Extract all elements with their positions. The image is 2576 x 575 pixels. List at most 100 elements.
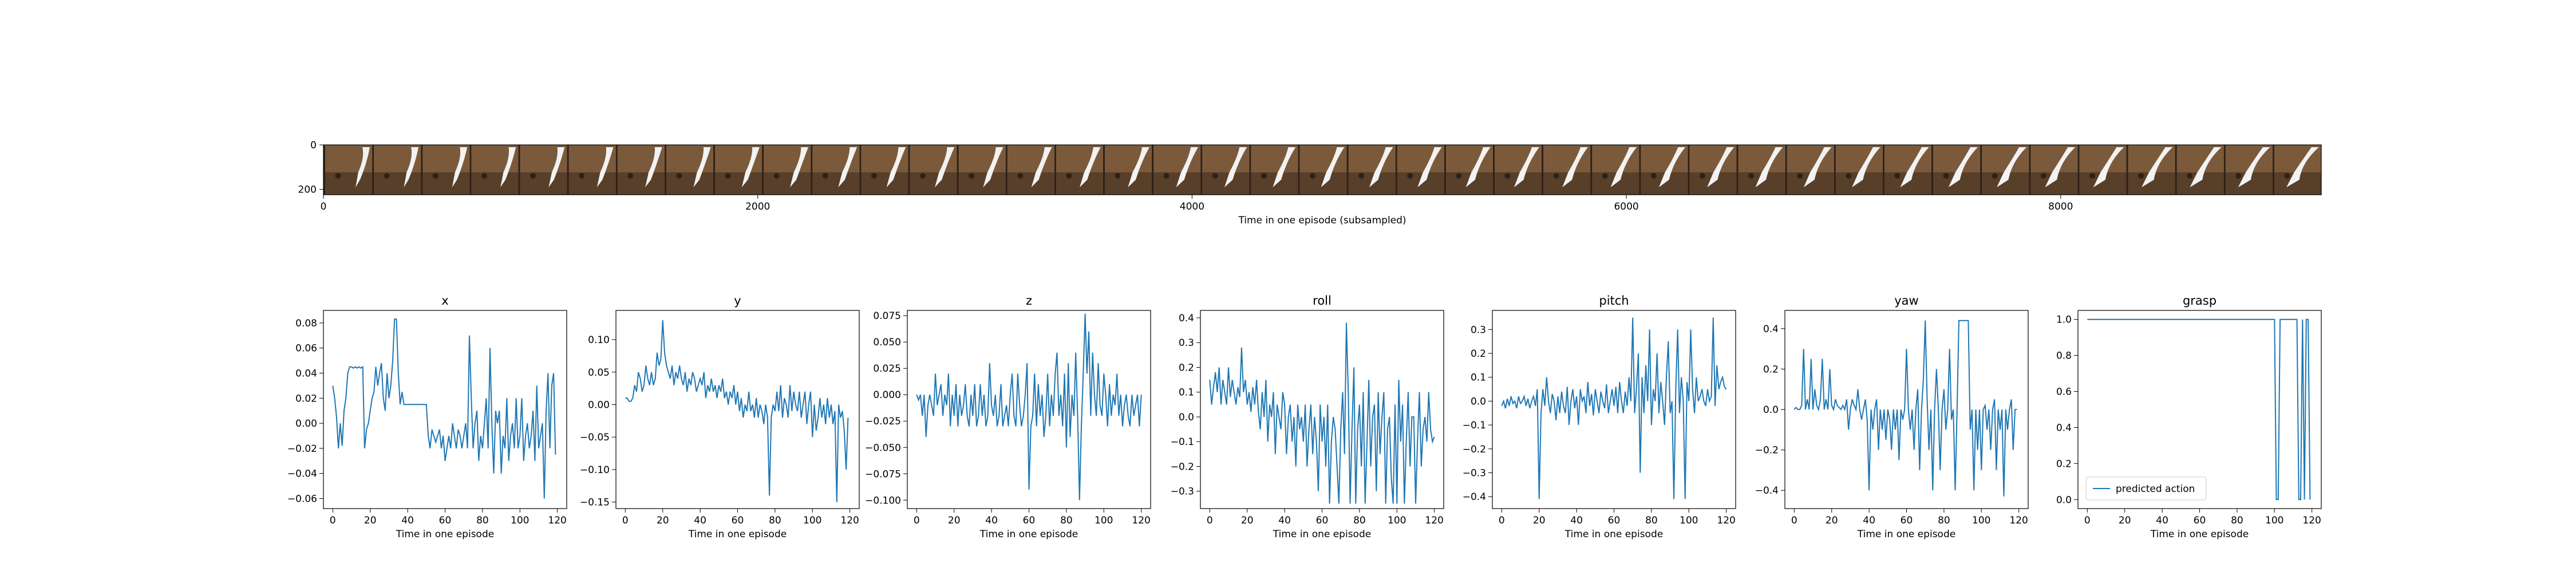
object bbox=[384, 172, 390, 179]
object bbox=[2284, 172, 2290, 179]
subplot-y: y 0 20 40 60 80 100 120 0.10 0.05 0.00 −0.05 −0.10 −0… bbox=[580, 294, 860, 540]
frame-edge bbox=[1882, 145, 1884, 195]
frame-thumbnail bbox=[1639, 145, 1688, 195]
frame-thumbnail bbox=[1298, 145, 1347, 195]
object bbox=[676, 172, 682, 179]
robot-arm bbox=[1562, 147, 1588, 187]
series-line bbox=[1209, 322, 1435, 504]
robot-arm bbox=[2190, 147, 2222, 187]
subplot-title: grasp bbox=[2183, 294, 2217, 308]
frame-edge bbox=[1834, 145, 1836, 195]
object bbox=[871, 172, 877, 179]
frame-edge bbox=[372, 145, 374, 195]
x-tick-label: 80 bbox=[1060, 515, 1073, 526]
robot-arm bbox=[1080, 147, 1101, 187]
series-line bbox=[2087, 318, 2311, 501]
x-tick-label: 40 bbox=[2156, 515, 2168, 526]
x-tick-label: 60 bbox=[732, 515, 744, 526]
frame-table bbox=[811, 172, 860, 195]
y-tick-label: 0.04 bbox=[295, 368, 317, 379]
robot-arm bbox=[886, 147, 906, 187]
x-tick-label: 60 bbox=[1608, 515, 1621, 526]
object bbox=[1212, 172, 1218, 179]
frame-thumbnail bbox=[1444, 145, 1493, 195]
x-axis-label: Time in one episode bbox=[688, 529, 787, 540]
object bbox=[627, 172, 634, 179]
frame-edge bbox=[859, 145, 862, 195]
frame-edge bbox=[908, 145, 910, 195]
robot-arm bbox=[1610, 147, 1637, 187]
frame-edge bbox=[1590, 145, 1593, 195]
object bbox=[1846, 172, 1852, 179]
x-axis-label: Time in one episode (subsampled) bbox=[1238, 215, 1406, 226]
y-tick-label: −0.2 bbox=[1463, 444, 1486, 455]
frame-thumbnail bbox=[1200, 145, 1250, 195]
object bbox=[1748, 172, 1755, 179]
x-tick-label: 20 bbox=[1533, 515, 1546, 526]
x-tick-label: 4000 bbox=[1180, 201, 1204, 212]
frame-thumbnail bbox=[2272, 145, 2321, 195]
object bbox=[773, 172, 780, 179]
robot-arm bbox=[1224, 147, 1247, 187]
frame-strip-panel: 0 2000 4000 6000 8000 0 200 Time in one episode… bbox=[0, 0, 2576, 241]
y-tick-label: −0.05 bbox=[580, 432, 610, 443]
frame-thumbnail bbox=[859, 145, 908, 195]
frame-thumbnail bbox=[908, 145, 957, 195]
robot-arm bbox=[693, 147, 711, 187]
y-tick-label: 0.4 bbox=[2056, 422, 2072, 434]
frame-thumbnail bbox=[664, 145, 713, 195]
subplot-title: z bbox=[1026, 294, 1032, 308]
x-tick-label: 0 bbox=[1791, 515, 1797, 526]
y-tick-label: −0.1 bbox=[1171, 436, 1194, 448]
subplot-pitch: pitch 0 20 40 60 80 100 120 0.3 0.2 0.1 0.0 −0.1 −0.2… bbox=[1463, 294, 1736, 540]
frame-edge bbox=[2077, 145, 2080, 195]
y-tick-label: 0.2 bbox=[1471, 348, 1486, 360]
frame-table bbox=[713, 172, 762, 195]
frame-edge bbox=[2029, 145, 2031, 195]
subplot-x: x 0 20 40 60 80 100 120 0.08 0.06 0.04 0.02 0.00 −0.0… bbox=[287, 294, 567, 540]
frame-strip-chart: 0 2000 4000 6000 8000 0 200 Time in one episode… bbox=[298, 140, 2322, 226]
x-axis-label: Time in one episode bbox=[2150, 529, 2249, 540]
x-tick-label: 80 bbox=[1353, 515, 1366, 526]
frame-edge bbox=[1103, 145, 1105, 195]
y-tick-label: −0.10 bbox=[580, 464, 610, 476]
robot-arm bbox=[741, 147, 760, 187]
subplot-title: roll bbox=[1313, 294, 1332, 308]
legend: predicted action bbox=[2085, 476, 2207, 501]
frame-edge bbox=[615, 145, 618, 195]
subplot-roll: roll 0 20 40 60 80 100 120 0.4 0.3 0.2 0.1 0.0 −0.1 −0… bbox=[1171, 294, 1444, 540]
y-tick-label: −0.4 bbox=[1463, 491, 1486, 503]
frame-thumbnail bbox=[1980, 145, 2029, 195]
frame-edge bbox=[1249, 145, 1251, 195]
y-tick-label: 0.4 bbox=[1179, 313, 1194, 324]
frame-thumbnail bbox=[1688, 145, 1737, 195]
series-line bbox=[1793, 320, 2017, 497]
frame-edge bbox=[1931, 145, 1934, 195]
x-tick-label: 120 bbox=[2302, 515, 2321, 526]
robot-arm bbox=[2045, 147, 2076, 187]
x-tick-label: 20 bbox=[948, 515, 961, 526]
object bbox=[969, 172, 975, 179]
x-tick-label: 100 bbox=[803, 515, 821, 526]
frame-edge bbox=[1688, 145, 1690, 195]
frame-thumbnail bbox=[567, 145, 616, 195]
object bbox=[2187, 172, 2193, 179]
frame-table bbox=[469, 172, 519, 195]
x-tick-label: 0 bbox=[321, 201, 327, 212]
y-tick-label: 0.0 bbox=[2056, 494, 2072, 506]
frame-edge bbox=[1542, 145, 1544, 195]
object bbox=[1699, 172, 1705, 179]
object bbox=[2040, 172, 2046, 179]
object bbox=[481, 172, 487, 179]
object bbox=[1066, 172, 1072, 179]
y-tick-label: 0.08 bbox=[295, 318, 317, 329]
x-tick-label: 80 bbox=[2231, 515, 2243, 526]
y-tick-label: −0.02 bbox=[287, 443, 317, 455]
frame-edge bbox=[518, 145, 520, 195]
x-tick-label: 60 bbox=[439, 515, 452, 526]
action-plots: x0 20 40 60 80 100 1200.080.060.040.020.00−0.0… bbox=[287, 294, 2322, 540]
x-tick-label: 100 bbox=[1972, 515, 1990, 526]
frame-table bbox=[567, 172, 616, 195]
frame-thumbnail bbox=[1882, 145, 1932, 195]
subplot-z: z 0 20 40 60 80 100 120 0.075 0.050 0.025 0.000 −0.0… bbox=[865, 294, 1151, 540]
